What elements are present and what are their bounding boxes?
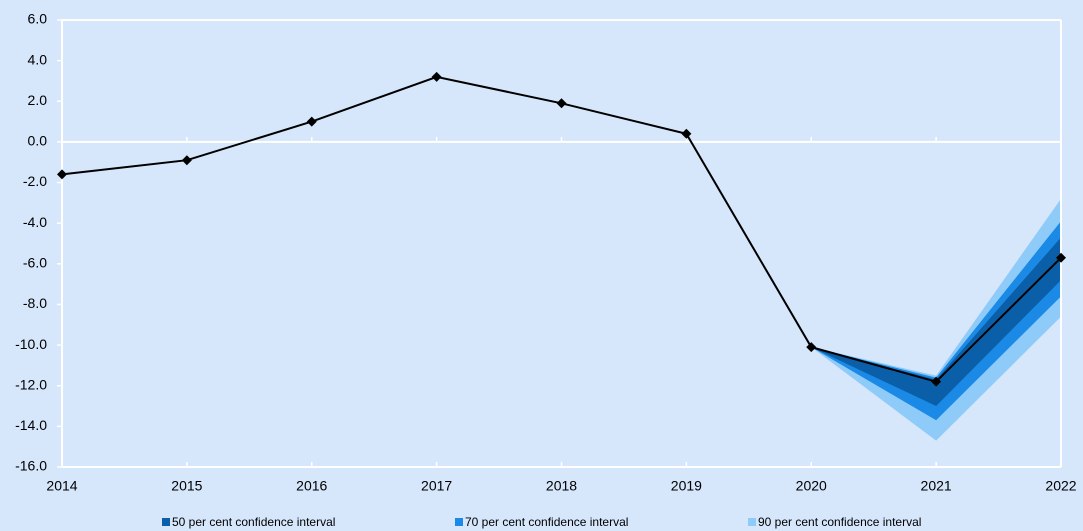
y-tick-label: -14.0 — [15, 417, 47, 433]
x-tick-label: 2022 — [1045, 478, 1076, 494]
y-tick-label: -10.0 — [15, 336, 47, 352]
x-tick-label: 2018 — [546, 478, 577, 494]
point-marker — [931, 376, 942, 387]
y-tick-label: -8.0 — [23, 295, 47, 311]
point-marker — [681, 128, 692, 139]
y-tick-label: 6.0 — [28, 11, 48, 27]
point-marker — [431, 71, 442, 82]
y-tick-label: -6.0 — [23, 255, 47, 271]
y-tick-label: -2.0 — [23, 173, 47, 189]
point-marker — [181, 155, 192, 166]
legend-swatch — [162, 518, 170, 526]
x-tick-label: 2017 — [421, 478, 452, 494]
point-marker — [1056, 252, 1066, 263]
y-tick-label: 0.0 — [28, 133, 48, 149]
legend-label: 90 per cent confidence interval — [758, 515, 921, 529]
legend-swatch — [748, 518, 756, 526]
y-tick-label: -12.0 — [15, 376, 47, 392]
x-tick-label: 2020 — [796, 478, 827, 494]
y-tick-label: -4.0 — [23, 214, 47, 230]
x-tick-label: 2014 — [46, 478, 77, 494]
legend-label: 50 per cent confidence interval — [172, 515, 335, 529]
y-tick-label: 2.0 — [28, 92, 48, 108]
point-marker — [806, 342, 817, 353]
y-tick-label: -16.0 — [15, 458, 47, 474]
x-tick-label: 2021 — [921, 478, 952, 494]
x-tick-label: 2015 — [171, 478, 202, 494]
legend-swatch — [455, 518, 463, 526]
x-tick-label: 2016 — [296, 478, 327, 494]
point-marker — [306, 116, 317, 127]
legend-label: 70 per cent confidence interval — [465, 515, 628, 529]
x-tick-label: 2019 — [671, 478, 702, 494]
point-marker — [57, 169, 67, 180]
point-marker — [556, 98, 567, 109]
y-tick-label: 4.0 — [28, 51, 48, 67]
